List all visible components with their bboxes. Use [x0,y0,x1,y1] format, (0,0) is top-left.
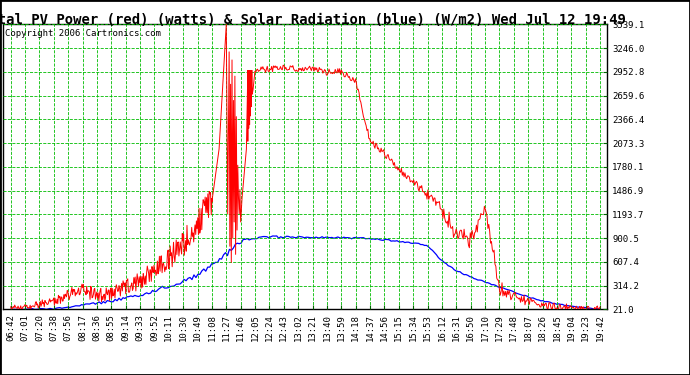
Text: Total PV Power (red) (watts) & Solar Radiation (blue) (W/m2) Wed Jul 12 19:49: Total PV Power (red) (watts) & Solar Rad… [0,13,626,27]
Text: Copyright 2006 Cartronics.com: Copyright 2006 Cartronics.com [6,28,161,38]
